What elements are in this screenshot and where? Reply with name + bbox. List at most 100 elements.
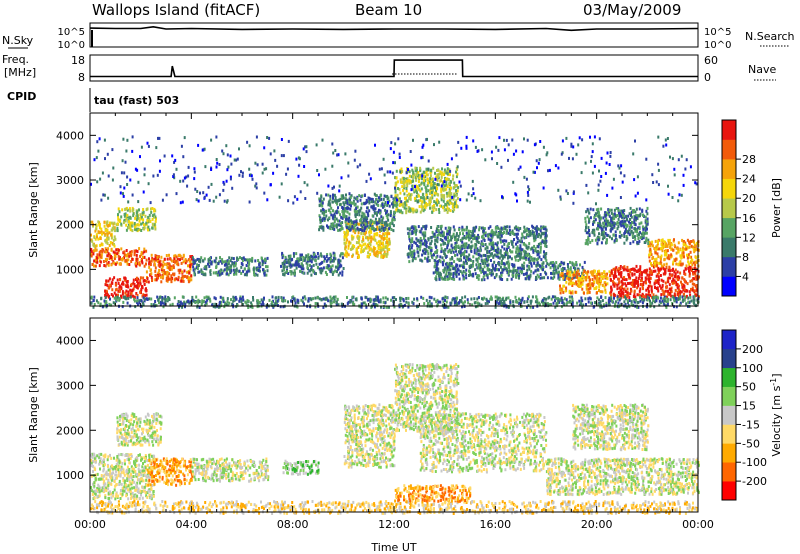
data-cell <box>637 280 639 284</box>
data-cell <box>322 209 325 212</box>
data-cell <box>252 267 255 271</box>
data-cell <box>600 233 603 237</box>
data-cell <box>429 236 432 240</box>
data-cell <box>502 268 505 272</box>
data-cell <box>543 240 546 244</box>
data-cell <box>120 222 123 226</box>
data-cell <box>576 275 578 279</box>
data-cell <box>368 255 370 259</box>
data-cell <box>347 221 350 225</box>
data-cell <box>396 208 399 212</box>
data-cell <box>515 247 518 251</box>
data-cell <box>106 262 109 266</box>
data-cell <box>147 280 150 284</box>
data-cell <box>470 273 472 277</box>
data-cell <box>188 259 191 263</box>
data-cell <box>619 266 622 270</box>
data-cell <box>513 238 515 241</box>
data-cell <box>452 232 455 236</box>
data-cell <box>620 209 623 213</box>
data-cell <box>232 257 235 261</box>
data-cell <box>440 227 443 231</box>
data-cell <box>337 261 340 265</box>
data-cell <box>464 242 466 246</box>
data-cell <box>221 258 224 262</box>
data-cell <box>477 266 480 270</box>
data-cell <box>626 287 629 291</box>
data-cell <box>584 229 587 233</box>
data-cell <box>180 277 183 280</box>
data-cell <box>525 253 528 257</box>
data-cell <box>334 196 337 200</box>
data-cell <box>484 234 487 238</box>
data-cell <box>153 213 156 217</box>
data-cell <box>359 228 362 231</box>
data-cell <box>681 238 684 242</box>
data-cell <box>193 273 196 277</box>
data-cell <box>645 269 648 273</box>
data-cell <box>481 235 483 239</box>
data-cell <box>227 262 230 266</box>
data-cell <box>508 266 511 270</box>
data-cell <box>148 228 151 232</box>
data-cell <box>427 245 430 249</box>
data-cell <box>639 214 641 218</box>
data-cell <box>536 230 538 234</box>
data-cell <box>306 263 309 267</box>
data-cell <box>543 231 546 235</box>
data-cell <box>378 217 381 221</box>
data-cell <box>380 215 383 219</box>
data-cell <box>523 267 525 270</box>
data-cell <box>219 272 222 276</box>
data-cell <box>110 293 113 296</box>
data-cell <box>246 261 249 265</box>
data-cell <box>432 271 435 275</box>
data-cell <box>322 266 325 270</box>
data-cell <box>471 264 474 268</box>
data-cell <box>567 265 569 269</box>
data-cell <box>332 215 334 219</box>
data-cell <box>545 245 548 248</box>
data-cell <box>694 248 697 252</box>
data-cell <box>382 205 384 209</box>
data-cell <box>246 258 249 262</box>
data-cell <box>445 273 448 277</box>
data-cell <box>465 228 468 232</box>
data-cell <box>617 269 620 273</box>
data-cell <box>484 243 487 246</box>
data-cell <box>434 264 436 268</box>
data-cell <box>537 257 540 261</box>
data-cell <box>637 226 640 230</box>
data-cell <box>425 167 428 171</box>
data-cell <box>138 284 141 288</box>
data-cell <box>677 263 680 267</box>
data-cell <box>335 211 338 215</box>
data-cell <box>609 278 612 281</box>
data-cell <box>665 262 668 266</box>
data-cell <box>230 264 233 268</box>
data-cell <box>692 261 695 265</box>
data-cell <box>318 214 321 218</box>
data-cell <box>691 263 694 267</box>
data-cell <box>409 250 412 254</box>
data-cell <box>448 239 450 243</box>
data-cell <box>387 213 390 217</box>
data-cell <box>420 196 422 200</box>
data-cell <box>584 216 587 220</box>
data-cell <box>474 268 477 272</box>
data-cell <box>616 227 619 231</box>
data-cell <box>632 279 635 282</box>
data-cell <box>429 251 432 255</box>
data-cell <box>357 241 360 244</box>
data-cell <box>363 248 365 252</box>
data-cell <box>574 263 577 267</box>
data-cell <box>365 244 368 248</box>
data-cell <box>525 244 528 248</box>
data-cell <box>529 230 531 233</box>
data-cell <box>323 259 326 263</box>
data-cell <box>575 273 578 277</box>
data-cell <box>645 238 648 242</box>
data-cell <box>561 288 564 292</box>
data-cell <box>589 270 592 274</box>
data-cell <box>355 223 358 226</box>
